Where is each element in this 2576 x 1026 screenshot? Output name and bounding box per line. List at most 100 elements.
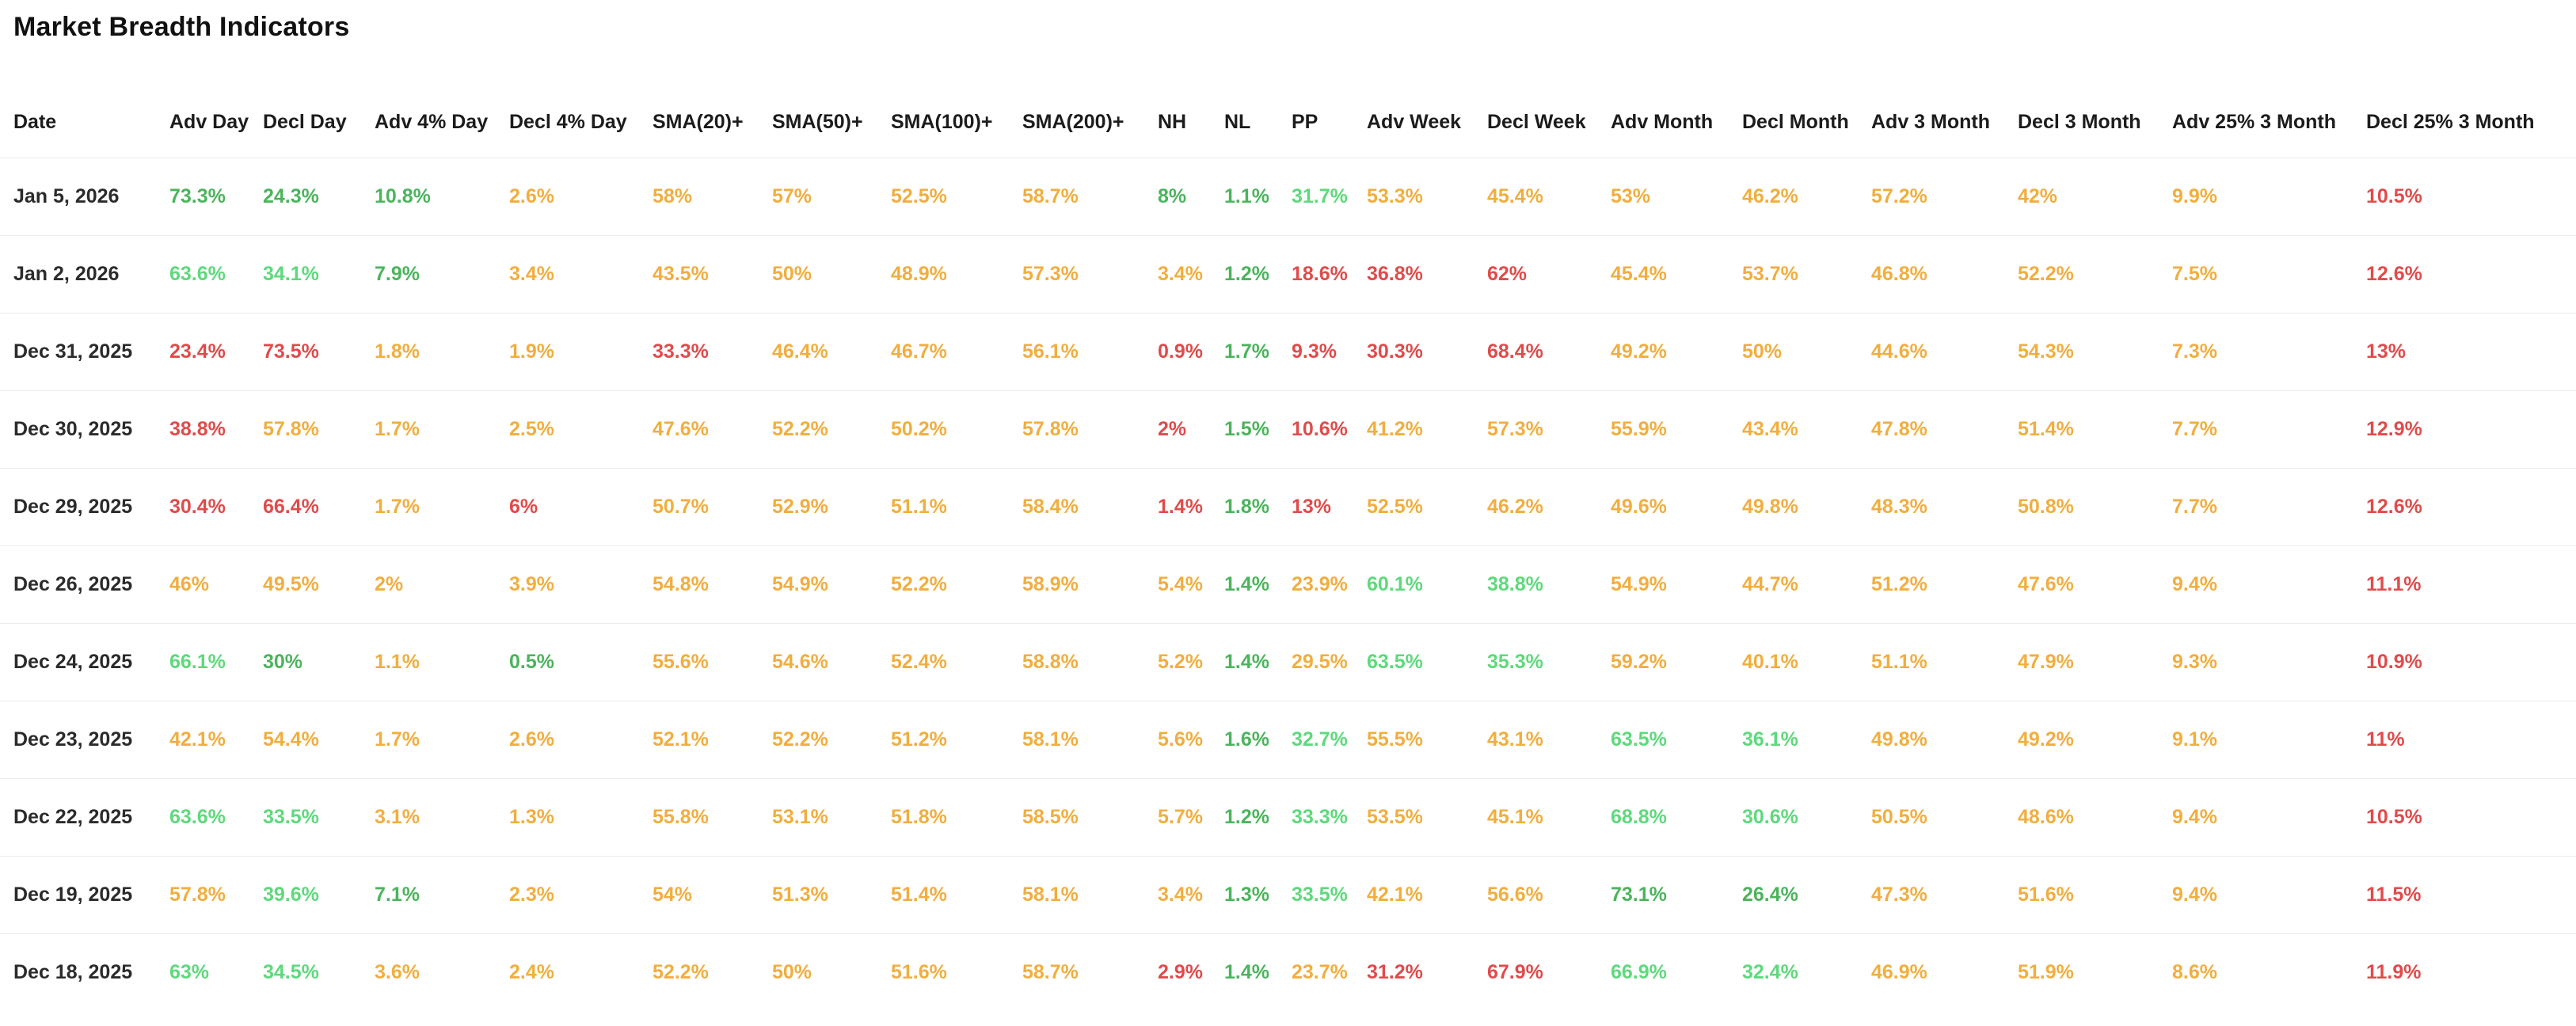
cell-adv_day: 57.8% — [169, 883, 226, 906]
cell-decl_25_3_month: 11.1% — [2366, 572, 2422, 595]
cell-decl_4_day: 6% — [509, 495, 538, 518]
cell-adv_3_month: 57.2% — [1871, 184, 1927, 207]
table-row: Dec 22, 2025 63.6% 33.5% 3.1% 1.3% 55.8% 53.1%… — [0, 778, 2576, 856]
cell-nl: 1.1% — [1224, 184, 1269, 207]
cell-pp: 29.5% — [1292, 650, 1348, 673]
cell-decl_day: 49.5% — [263, 572, 319, 595]
cell-decl_25_3_month: 11.5% — [2366, 883, 2422, 906]
cell-sma_200: 58.7% — [1022, 184, 1079, 207]
cell-adv_4_day: 7.1% — [375, 883, 420, 906]
cell-sma_100: 52.2% — [891, 572, 947, 595]
cell-adv_day: 42.1% — [169, 728, 226, 750]
cell-sma_100: 48.9% — [891, 262, 947, 285]
cell-decl_4_day: 0.5% — [509, 650, 554, 673]
cell-adv_week: 41.2% — [1367, 417, 1423, 440]
table-row: Dec 23, 2025 42.1% 54.4% 1.7% 2.6% 52.1% 52.2%… — [0, 701, 2576, 778]
cell-adv_3_month: 47.3% — [1871, 883, 1927, 906]
column-header-nl: NL — [1224, 43, 1292, 158]
cell-decl_25_3_month: 12.9% — [2366, 417, 2422, 440]
cell-nh: 5.2% — [1158, 650, 1203, 673]
cell-sma_20: 58% — [653, 184, 693, 207]
cell-decl_day: 24.3% — [263, 184, 319, 207]
cell-nh: 0.9% — [1158, 340, 1203, 363]
cell-decl_day: 66.4% — [263, 495, 319, 518]
cell-decl_day: 34.5% — [263, 960, 319, 983]
cell-sma_200: 58.1% — [1022, 728, 1079, 750]
cell-adv_week: 53.3% — [1367, 184, 1423, 207]
cell-sma_200: 57.8% — [1022, 417, 1079, 440]
cell-adv_day: 63% — [169, 960, 210, 983]
cell-adv_25_3_month: 8.6% — [2172, 960, 2217, 983]
cell-adv_week: 31.2% — [1367, 960, 1423, 983]
cell-decl_week: 67.9% — [1487, 960, 1543, 983]
column-header-adv_4_day: Adv 4% Day — [375, 43, 509, 158]
cell-adv_month: 59.2% — [1611, 650, 1667, 673]
cell-adv_25_3_month: 9.4% — [2172, 572, 2217, 595]
cell-date: Dec 29, 2025 — [13, 495, 133, 518]
cell-adv_month: 55.9% — [1611, 417, 1667, 440]
cell-sma_50: 52.9% — [772, 495, 828, 518]
cell-pp: 23.9% — [1292, 572, 1348, 595]
cell-adv_3_month: 48.3% — [1871, 495, 1927, 518]
cell-decl_25_3_month: 11% — [2366, 728, 2405, 750]
table-row: Jan 2, 2026 63.6% 34.1% 7.9% 3.4% 43.5% 50% 48.… — [0, 235, 2576, 313]
cell-adv_week: 52.5% — [1367, 495, 1423, 518]
cell-adv_3_month: 46.9% — [1871, 960, 1927, 983]
table-row: Dec 24, 2025 66.1% 30% 1.1% 0.5% 55.6% 54.6% 52… — [0, 623, 2576, 701]
cell-sma_20: 43.5% — [653, 262, 709, 285]
cell-decl_day: 33.5% — [263, 805, 319, 828]
cell-pp: 32.7% — [1292, 728, 1348, 750]
cell-decl_week: 45.4% — [1487, 184, 1543, 207]
column-header-nh: NH — [1158, 43, 1224, 158]
cell-sma_200: 58.1% — [1022, 883, 1079, 906]
cell-adv_4_day: 1.1% — [375, 650, 420, 673]
cell-adv_25_3_month: 9.4% — [2172, 805, 2217, 828]
cell-nh: 5.7% — [1158, 805, 1203, 828]
cell-adv_day: 30.4% — [169, 495, 226, 518]
table-row: Dec 31, 2025 23.4% 73.5% 1.8% 1.9% 33.3% 46.4%… — [0, 313, 2576, 390]
cell-sma_100: 50.2% — [891, 417, 947, 440]
cell-sma_200: 58.9% — [1022, 572, 1079, 595]
cell-adv_3_month: 44.6% — [1871, 340, 1927, 363]
cell-decl_day: 73.5% — [263, 340, 319, 363]
cell-adv_4_day: 3.1% — [375, 805, 420, 828]
cell-decl_day: 57.8% — [263, 417, 319, 440]
column-header-adv_month: Adv Month — [1611, 43, 1742, 158]
cell-sma_20: 33.3% — [653, 340, 709, 363]
cell-decl_week: 46.2% — [1487, 495, 1543, 518]
cell-decl_3_month: 47.6% — [2018, 572, 2074, 595]
cell-adv_25_3_month: 7.5% — [2172, 262, 2217, 285]
cell-adv_month: 45.4% — [1611, 262, 1667, 285]
cell-decl_25_3_month: 12.6% — [2366, 495, 2422, 518]
cell-adv_25_3_month: 9.4% — [2172, 883, 2217, 906]
cell-decl_4_day: 2.6% — [509, 728, 554, 750]
cell-decl_3_month: 52.2% — [2018, 262, 2074, 285]
cell-sma_20: 54% — [653, 883, 693, 906]
cell-decl_4_day: 2.4% — [509, 960, 554, 983]
cell-adv_month: 68.8% — [1611, 805, 1667, 828]
cell-adv_month: 49.2% — [1611, 340, 1667, 363]
cell-adv_4_day: 1.7% — [375, 728, 420, 750]
cell-decl_month: 32.4% — [1742, 960, 1798, 983]
column-header-adv_day: Adv Day — [169, 43, 263, 158]
column-header-adv_3_month: Adv 3 Month — [1871, 43, 2018, 158]
column-header-sma_50: SMA(50)+ — [772, 43, 891, 158]
cell-decl_day: 34.1% — [263, 262, 319, 285]
cell-sma_50: 50% — [772, 262, 812, 285]
cell-sma_20: 55.8% — [653, 805, 709, 828]
cell-sma_20: 52.1% — [653, 728, 709, 750]
cell-decl_4_day: 2.5% — [509, 417, 554, 440]
cell-adv_month: 49.6% — [1611, 495, 1667, 518]
cell-adv_3_month: 47.8% — [1871, 417, 1927, 440]
cell-decl_3_month: 51.4% — [2018, 417, 2074, 440]
cell-adv_week: 42.1% — [1367, 883, 1423, 906]
cell-adv_day: 38.8% — [169, 417, 226, 440]
cell-date: Dec 26, 2025 — [13, 572, 133, 595]
cell-decl_day: 30% — [263, 650, 303, 673]
cell-pp: 18.6% — [1292, 262, 1348, 285]
cell-decl_month: 50% — [1742, 340, 1783, 363]
cell-nh: 5.4% — [1158, 572, 1203, 595]
cell-decl_4_day: 1.3% — [509, 805, 554, 828]
cell-sma_100: 46.7% — [891, 340, 947, 363]
cell-adv_3_month: 50.5% — [1871, 805, 1927, 828]
